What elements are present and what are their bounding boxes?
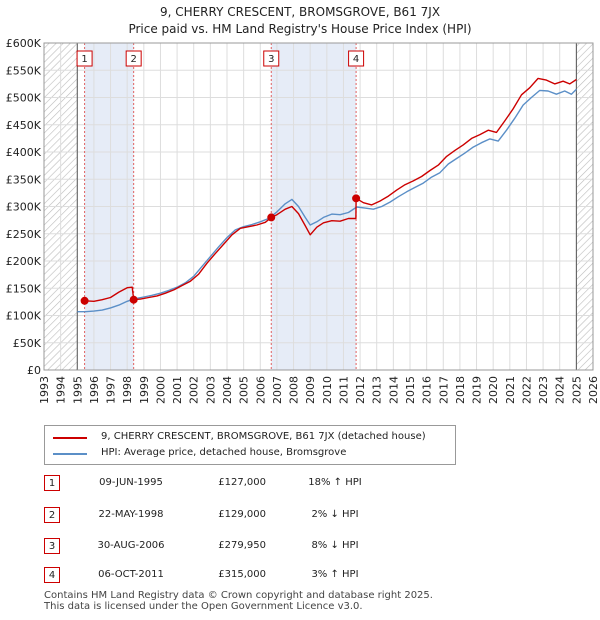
sale-label-box [348, 50, 365, 67]
x-tick-label: 2020 [487, 376, 500, 404]
x-tick-label: 2024 [554, 376, 567, 404]
table-row: 4 06-OCT-2011 £315,000 3% ↑ HPI [0, 565, 600, 585]
sale-label-text: 1 [81, 54, 87, 65]
x-tick-label: 2015 [404, 376, 417, 404]
x-tick-label: 1999 [138, 376, 151, 404]
legend: 9, CHERRY CRESCENT, BROMSGROVE, B61 7JX … [44, 425, 456, 465]
x-tick-label: 2009 [304, 376, 317, 404]
sale-point [352, 194, 361, 203]
chart-title: 9, CHERRY CRESCENT, BROMSGROVE, B61 7JX [159, 5, 441, 19]
sale-label-box [76, 50, 93, 67]
y-tick-label: £400K [6, 146, 42, 159]
legend-item-property: 9, CHERRY CRESCENT, BROMSGROVE, B61 7JX … [45, 429, 455, 445]
x-tick-label: 1995 [71, 376, 84, 404]
y-tick-label: £250K [6, 228, 42, 241]
x-tick-label: 2022 [520, 376, 533, 404]
x-tick-label: 2008 [288, 376, 301, 404]
x-tick-label: 2017 [437, 376, 450, 404]
sale-label-text: 4 [353, 54, 359, 65]
y-tick-label: £100K [6, 310, 42, 323]
table-row: 3 30-AUG-2006 £279,950 8% ↓ HPI [0, 536, 600, 556]
sale-date: 06-OCT-2011 [98, 569, 164, 580]
x-tick-label: 2006 [254, 376, 267, 404]
x-tick-label: 2012 [354, 376, 367, 404]
legend-label-hpi: HPI: Average price, detached house, Brom… [101, 447, 347, 458]
x-tick-label: 2018 [454, 376, 467, 404]
x-tick-label: 2005 [238, 376, 251, 404]
x-tick-label: 2011 [337, 376, 350, 404]
x-tick-label: 2001 [171, 376, 184, 404]
x-tick-label: 2002 [188, 376, 201, 404]
legend-swatch-hpi [53, 453, 87, 455]
x-tick-label: 1997 [105, 376, 118, 404]
sale-label-box [125, 50, 142, 67]
sale-label-text: 3 [268, 54, 274, 65]
sale-price: £315,000 [218, 569, 266, 580]
chart-subtitle: Price paid vs. HM Land Registry's House … [128, 22, 472, 36]
y-tick-label: £550K [6, 64, 42, 77]
x-tick-label: 2023 [537, 376, 550, 404]
y-tick-label: £50K [13, 337, 42, 350]
y-tick-label: £350K [6, 173, 42, 186]
sale-price: £127,000 [218, 477, 266, 488]
sale-price: £279,950 [218, 540, 266, 551]
sale-point [80, 296, 89, 305]
footer-copyright: Contains HM Land Registry data © Crown c… [44, 590, 433, 601]
y-tick-label: £450K [6, 119, 42, 132]
y-tick-label: £600K [6, 37, 42, 50]
y-tick-label: £300K [6, 201, 42, 214]
x-tick-label: 2007 [271, 376, 284, 404]
legend-swatch-property [53, 437, 87, 439]
x-tick-label: 2016 [421, 376, 434, 404]
table-row: 1 09-JUN-1995 £127,000 18% ↑ HPI [0, 473, 600, 493]
x-tick-label: 2025 [570, 376, 583, 404]
x-tick-label: 2026 [587, 376, 600, 404]
sale-number: 1 [44, 475, 60, 491]
x-tick-label: 2014 [387, 376, 400, 404]
sale-hpi-diff: 2% ↓ HPI [311, 509, 359, 520]
x-tick-label: 2010 [321, 376, 334, 404]
x-tick-label: 1994 [55, 376, 68, 404]
legend-item-hpi: HPI: Average price, detached house, Brom… [45, 445, 455, 461]
table-row: 2 22-MAY-1998 £129,000 2% ↓ HPI [0, 505, 600, 525]
x-tick-label: 2019 [471, 376, 484, 404]
footer-license: This data is licensed under the Open Gov… [44, 601, 363, 612]
sale-hpi-diff: 18% ↑ HPI [308, 477, 362, 488]
property-series-line [84, 77, 577, 302]
x-tick-label: 1998 [121, 376, 134, 404]
y-tick-label: £200K [6, 255, 42, 268]
sale-number: 2 [44, 507, 60, 523]
sale-point [267, 213, 276, 222]
sale-price: £129,000 [218, 509, 266, 520]
x-tick-label: 2003 [204, 376, 217, 404]
x-tick-label: 2004 [221, 376, 234, 404]
hpi-series-line [77, 88, 577, 313]
x-tick-label: 1996 [88, 376, 101, 404]
y-tick-label: £500K [6, 92, 42, 105]
sale-number: 4 [44, 567, 60, 583]
y-tick-label: £0 [27, 364, 41, 377]
x-tick-label: 1993 [38, 376, 51, 404]
sale-hpi-diff: 3% ↑ HPI [311, 569, 359, 580]
y-tick-label: £150K [6, 282, 42, 295]
price-chart: 1 2 3 4 £0 £50K £100K £150K £200K £250K £300K £350… [6, 37, 600, 404]
sale-point [129, 295, 138, 304]
legend-label-property: 9, CHERRY CRESCENT, BROMSGROVE, B61 7JX … [101, 431, 426, 442]
x-tick-label: 2000 [154, 376, 167, 404]
sale-label-box [263, 50, 280, 67]
sale-date: 09-JUN-1995 [99, 477, 163, 488]
plot-frame [43, 42, 594, 371]
sale-number: 3 [44, 538, 60, 554]
sale-date: 30-AUG-2006 [97, 540, 165, 551]
sale-date: 22-MAY-1998 [98, 509, 164, 520]
sale-label-text: 2 [130, 54, 136, 65]
x-tick-label: 2013 [371, 376, 384, 404]
x-tick-label: 2021 [504, 376, 517, 404]
sale-hpi-diff: 8% ↓ HPI [311, 540, 359, 551]
